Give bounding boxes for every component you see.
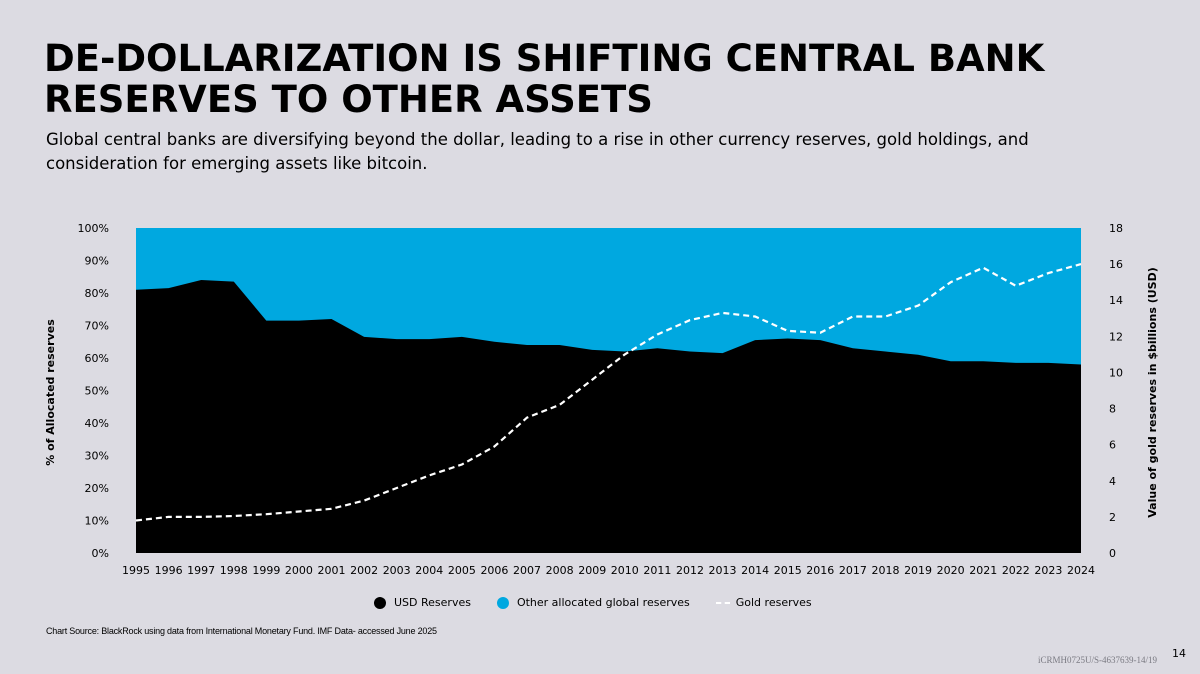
chart-source: Chart Source: BlackRock using data from … [46,626,437,636]
chart-legend: USD Reserves Other allocated global rese… [374,596,838,609]
y2-tick-label: 8 [1109,403,1116,416]
y-tick-label: 10% [85,515,109,528]
y2-tick-label: 18 [1109,222,1123,235]
x-tick-label: 2002 [350,564,378,577]
y-tick-label: 0% [92,547,109,560]
x-tick-label: 1998 [220,564,248,577]
x-tick-label: 2016 [806,564,834,577]
x-tick-label: 2013 [709,564,737,577]
y-tick-label: 90% [85,255,109,268]
x-tick-label: 1999 [252,564,280,577]
x-tick-label: 2006 [480,564,508,577]
legend-item-other: Other allocated global reserves [496,596,690,609]
x-tick-label: 2014 [741,564,769,577]
x-tick-label: 2010 [611,564,639,577]
x-tick-label: 1997 [187,564,215,577]
legend-item-usd: USD Reserves [374,596,471,609]
x-tick-label: 2004 [415,564,443,577]
page-number: 14 [1172,647,1186,660]
x-tick-label: 1995 [122,564,150,577]
x-tick-label: 2012 [676,564,704,577]
x-tick-label: 2015 [774,564,802,577]
x-tick-label: 2021 [969,564,997,577]
gold-reserves-line [135,263,1082,522]
x-tick-label: 2022 [1002,564,1030,577]
x-tick-label: 2024 [1067,564,1095,577]
page-subtitle: Global central banks are diversifying be… [46,130,1029,173]
y-tick-label: 40% [85,417,109,430]
y2-tick-label: 12 [1109,330,1123,343]
y2-axis-title: Value of gold reserves in $billions (USD… [1146,267,1159,517]
x-tick-label: 2007 [513,564,541,577]
legend-label-other: Other allocated global reserves [516,596,690,609]
y-axis-title: % of Allocated reserves [44,319,57,466]
y-tick-label: 20% [85,482,109,495]
y2-tick-label: 2 [1109,511,1116,524]
x-tick-label: 2008 [546,564,574,577]
y-tick-label: 70% [85,320,109,333]
legend-swatch-usd [374,596,386,609]
y2-tick-label: 6 [1109,439,1116,452]
y2-tick-label: 10 [1109,366,1123,379]
legend-label-gold: Gold reserves [735,596,812,609]
x-tick-label: 2009 [578,564,606,577]
x-tick-label: 2018 [871,564,899,577]
x-tick-label: 2017 [839,564,867,577]
y2-tick-label: 16 [1109,258,1123,271]
y-tick-label: 60% [85,352,109,365]
document-code: iCRMH0725U/S-4637639-14/19 [1038,655,1158,665]
legend-label-usd: USD Reserves [394,596,471,609]
x-tick-label: 2020 [937,564,965,577]
x-tick-label: 2001 [318,564,346,577]
y-tick-label: 50% [85,385,109,398]
usd-reserves-area [136,280,1081,553]
x-tick-label: 1996 [155,564,183,577]
y2-tick-label: 4 [1109,475,1116,488]
x-tick-label: 2011 [643,564,671,577]
x-tick-label: 2003 [383,564,411,577]
y-tick-label: 30% [85,450,109,463]
x-tick-label: 2005 [448,564,476,577]
y-tick-label: 80% [85,287,109,300]
legend-swatch-other [496,596,509,609]
page-title: DE-DOLLARIZATION IS SHIFTING CENTRAL BAN… [44,37,1045,121]
y2-tick-label: 0 [1109,547,1116,560]
x-tick-label: 2000 [285,564,313,577]
legend-swatch-gold [715,601,730,604]
legend-item-gold: Gold reserves [715,596,812,609]
y-tick-label: 100% [78,222,109,235]
x-tick-label: 2023 [1034,564,1062,577]
y2-tick-label: 14 [1109,294,1123,307]
x-tick-label: 2019 [904,564,932,577]
